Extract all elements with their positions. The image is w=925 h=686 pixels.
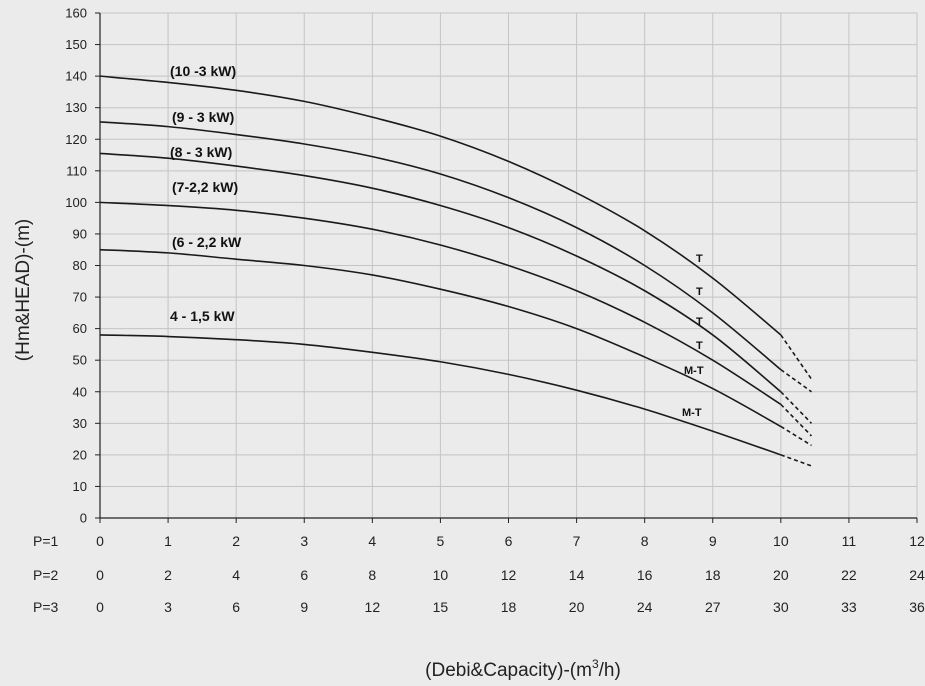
x-tick-label-p1-5: 5	[437, 533, 445, 549]
curve-extension-5	[780, 425, 812, 447]
y-tick-label-0: 0	[80, 511, 87, 526]
x-tick-label-p2-11: 22	[841, 567, 857, 583]
y-tick-label-90: 90	[73, 226, 87, 241]
x-tick-label-p3-4: 12	[365, 599, 381, 615]
curve-extension-1	[780, 334, 813, 380]
x-tick-label-p3-7: 20	[569, 599, 585, 615]
y-axis-title: (Hm&HEAD)-(m)	[13, 219, 34, 361]
curve-extension-6	[780, 454, 812, 467]
curve-label-4: (7-2,2 kW)	[172, 179, 238, 195]
x-tick-label-p1-3: 3	[300, 533, 308, 549]
y-tick-label-50: 50	[73, 353, 87, 368]
x-tick-label-p3-9: 27	[705, 599, 721, 615]
x-tick-label-p1-2: 2	[232, 533, 240, 549]
curve-extension-4	[780, 403, 813, 437]
x-tick-label-p1-1: 1	[164, 533, 172, 549]
x-tick-label-p1-9: 9	[709, 533, 717, 549]
x-tick-label-p1-10: 10	[773, 533, 789, 549]
x-tick-label-p2-12: 24	[909, 567, 925, 583]
x-tick-label-p3-5: 15	[433, 599, 449, 615]
y-tick-label-60: 60	[73, 321, 87, 336]
curve-label-1: (10 -3 kW)	[170, 63, 236, 79]
curve-type-label-2: T	[696, 286, 703, 298]
x-tick-label-p2-1: 2	[164, 567, 172, 583]
x-tick-label-p3-3: 9	[300, 599, 308, 615]
x-tick-label-p1-6: 6	[505, 533, 513, 549]
x-tick-label-p3-10: 30	[773, 599, 789, 615]
y-tick-label-30: 30	[73, 416, 87, 431]
x-tick-label-p2-10: 20	[773, 567, 789, 583]
x-tick-label-p2-0: 0	[96, 567, 104, 583]
y-tick-label-160: 160	[65, 6, 87, 21]
curve-labels: (10 -3 kW) T (9 - 3 kW) T (8 - 3 kW) T (7-2,2 …	[170, 63, 704, 419]
x-tick-label-p2-2: 4	[232, 567, 240, 583]
curves	[99, 75, 813, 467]
x-tick-label-p2-4: 8	[368, 567, 376, 583]
x-tick-label-p1-0: 0	[96, 533, 104, 549]
curve-type-label-6: M-T	[682, 407, 702, 419]
curve-2	[99, 121, 782, 371]
x-tick-label-p3-6: 18	[501, 599, 517, 615]
y-tick-label-130: 130	[65, 100, 87, 115]
y-tick-label-10: 10	[73, 479, 87, 494]
x-tick-label-p2-9: 18	[705, 567, 721, 583]
x-tick-label-p3-8: 24	[637, 599, 653, 615]
curve-6	[99, 334, 782, 456]
curve-4	[99, 201, 782, 406]
y-tick-label-150: 150	[65, 37, 87, 52]
x-tick-label-p3-2: 6	[232, 599, 240, 615]
curve-1	[99, 75, 782, 336]
x-tick-label-p3-12: 36	[909, 599, 925, 615]
y-tick-label-70: 70	[73, 290, 87, 305]
x-tick-label-p1-12: 12	[909, 533, 925, 549]
curve-type-label-5: M-T	[684, 365, 704, 377]
x-tick-label-p1-8: 8	[641, 533, 649, 549]
x-tick-label-p1-11: 11	[842, 533, 857, 549]
x-tick-label-p3-0: 0	[96, 599, 104, 615]
x-tick-label-p2-6: 12	[501, 567, 517, 583]
y-axis: 0 10 20 30 40 50 60 70 80 90 100 110 120 130 140 150 160	[65, 6, 101, 526]
curve-3	[99, 152, 782, 393]
curve-extension-3	[780, 391, 813, 424]
x-row-label-2: P=2	[33, 567, 59, 583]
curve-type-label-3: T	[696, 316, 703, 328]
y-tick-label-110: 110	[66, 163, 87, 178]
curve-label-5: (6 - 2,2 kW	[172, 234, 242, 250]
y-tick-label-80: 80	[73, 258, 87, 273]
x-axis: P=1 0 1 2 3 4 5 6 7 8 9 10 11 12P=2 0 2 4 6 8 10 12 14 16 18 20 2…	[33, 517, 925, 615]
x-tick-label-p2-7: 14	[569, 567, 585, 583]
x-tick-label-p2-5: 10	[433, 567, 449, 583]
curve-5	[99, 248, 782, 428]
y-tick-label-140: 140	[65, 69, 87, 84]
x-tick-label-p1-7: 7	[573, 533, 581, 549]
curve-extension-2	[780, 369, 812, 393]
curve-type-label-1: T	[696, 253, 703, 265]
x-row-label-1: P=1	[33, 533, 59, 549]
curve-type-label-4: T	[696, 340, 703, 352]
y-tick-label-20: 20	[73, 447, 87, 462]
x-tick-label-p2-3: 6	[300, 567, 308, 583]
x-tick-label-p3-11: 33	[841, 599, 857, 615]
x-row-label-3: P=3	[33, 599, 59, 615]
x-tick-label-p1-4: 4	[368, 533, 376, 549]
y-tick-label-100: 100	[65, 195, 87, 210]
curve-label-2: (9 - 3 kW)	[172, 109, 234, 125]
y-tick-label-120: 120	[65, 132, 87, 147]
curve-label-6: 4 - 1,5 kW	[170, 308, 235, 324]
x-tick-label-p2-8: 16	[637, 567, 653, 583]
x-axis-title: (Debi&Capacity)-(m3/h)	[425, 657, 621, 681]
curve-label-3: (8 - 3 kW)	[170, 144, 232, 160]
y-tick-label-40: 40	[73, 384, 87, 399]
x-tick-label-p3-1: 3	[164, 599, 172, 615]
